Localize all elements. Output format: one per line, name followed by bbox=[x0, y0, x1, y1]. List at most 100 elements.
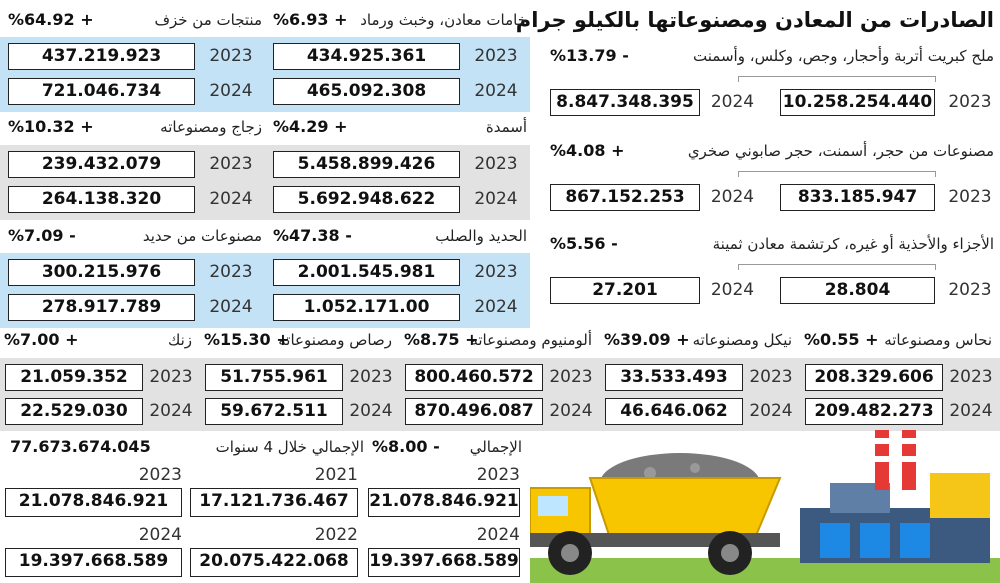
value-box: 27.201 bbox=[550, 277, 700, 304]
year: 2024 bbox=[209, 297, 253, 317]
change: %13.79 - bbox=[550, 46, 629, 65]
label: الإجمالي bbox=[469, 438, 522, 456]
label: الحديد والصلب bbox=[435, 227, 527, 245]
value-box: 22.529.030 bbox=[5, 398, 143, 425]
label: ملح كبريت أتربة وأحجار، وجص، وكلس، وأسمن… bbox=[693, 47, 994, 65]
total-value: 77.673.674.045 bbox=[10, 437, 151, 456]
change: %10.32 + bbox=[8, 117, 94, 136]
label: رصاص ومصنوعاته bbox=[278, 331, 392, 349]
label: زجاج ومصنوعاته bbox=[160, 118, 262, 136]
year: 2023 bbox=[948, 92, 992, 112]
change: %39.09 + bbox=[604, 330, 690, 349]
year: 2024 bbox=[474, 81, 518, 101]
change: %7.00 + bbox=[4, 330, 79, 349]
year: 2021 bbox=[314, 465, 358, 485]
year: 2024 bbox=[149, 401, 193, 421]
value-box: 51.755.961 bbox=[205, 364, 343, 391]
change: %4.08 + bbox=[550, 141, 625, 160]
value-box: 10.258.254.440 bbox=[780, 89, 935, 116]
value-box: 21.078.846.921 bbox=[368, 488, 520, 517]
value-box: 721.046.734 bbox=[8, 78, 195, 105]
value-box: 20.075.422.068 bbox=[190, 548, 358, 577]
value-box: 28.804 bbox=[780, 277, 935, 304]
year: 2024 bbox=[476, 525, 520, 545]
bracket bbox=[738, 76, 936, 82]
year: 2023 bbox=[474, 262, 518, 282]
value-box: 19.397.668.589 bbox=[368, 548, 520, 577]
year: 2023 bbox=[949, 367, 993, 387]
label: مصنوعات من حديد bbox=[142, 227, 262, 245]
value-box: 2.001.545.981 bbox=[273, 259, 460, 286]
value-box: 8.847.348.395 bbox=[550, 89, 700, 116]
value-box: 1.052.171.00 bbox=[273, 294, 460, 321]
year: 2024 bbox=[209, 189, 253, 209]
label: زنك bbox=[167, 331, 192, 349]
year: 2024 bbox=[474, 189, 518, 209]
label: مصنوعات من حجر، أسمنت، حجر صابوني صخري bbox=[687, 142, 994, 160]
label: نيكل ومصنوعاته bbox=[692, 331, 792, 349]
label: الأجزاء والأحذية أو غيره، كرتشمة معادن ث… bbox=[712, 235, 994, 253]
value-box: 278.917.789 bbox=[8, 294, 195, 321]
change: %15.30 + bbox=[204, 330, 290, 349]
year: 2023 bbox=[476, 465, 520, 485]
value-box: 19.397.668.589 bbox=[5, 548, 182, 577]
change: %6.93 + bbox=[273, 10, 348, 29]
year: 2023 bbox=[549, 367, 593, 387]
label: منتجات من خزف bbox=[154, 11, 262, 29]
label: أسمدة bbox=[485, 118, 527, 136]
value-box: 800.460.572 bbox=[405, 364, 543, 391]
change: %8.75 + bbox=[404, 330, 479, 349]
year: 2024 bbox=[549, 401, 593, 421]
year: 2024 bbox=[710, 187, 755, 207]
value-box: 21.059.352 bbox=[5, 364, 143, 391]
value-box: 208.329.606 bbox=[805, 364, 943, 391]
label: نحاس ومصنوعاته bbox=[884, 331, 992, 349]
value-box: 209.482.273 bbox=[805, 398, 943, 425]
year: 2024 bbox=[474, 297, 518, 317]
bracket bbox=[738, 171, 936, 177]
year: 2023 bbox=[948, 187, 992, 207]
year: 2023 bbox=[149, 367, 193, 387]
year: 2024 bbox=[949, 401, 993, 421]
value-box: 465.092.308 bbox=[273, 78, 460, 105]
value-box: 867.152.253 bbox=[550, 184, 700, 211]
value-box: 300.215.976 bbox=[8, 259, 195, 286]
value-box: 870.496.087 bbox=[405, 398, 543, 425]
change: %0.55 + bbox=[804, 330, 879, 349]
year: 2023 bbox=[349, 367, 393, 387]
year: 2023 bbox=[209, 262, 253, 282]
year: 2022 bbox=[314, 525, 358, 545]
year: 2024 bbox=[710, 280, 755, 300]
value-box: 437.219.923 bbox=[8, 43, 195, 70]
year: 2023 bbox=[948, 280, 992, 300]
value-box: 239.432.079 bbox=[8, 151, 195, 178]
year: 2023 bbox=[474, 154, 518, 174]
title: الصادرات من المعادن ومصنوعاتها بالكيلو ج… bbox=[515, 8, 994, 32]
year: 2024 bbox=[209, 81, 253, 101]
change: %4.29 + bbox=[273, 117, 348, 136]
value-box: 264.138.320 bbox=[8, 186, 195, 213]
change: %8.00 - bbox=[372, 437, 440, 456]
label: الإجمالي خلال 4 سنوات bbox=[215, 438, 364, 456]
change: %47.38 - bbox=[273, 226, 352, 245]
value-box: 59.672.511 bbox=[205, 398, 343, 425]
year: 2024 bbox=[749, 401, 793, 421]
change: %64.92 + bbox=[8, 10, 94, 29]
year: 2023 bbox=[138, 465, 182, 485]
value-box: 33.533.493 bbox=[605, 364, 743, 391]
year: 2024 bbox=[138, 525, 182, 545]
year: 2023 bbox=[474, 46, 518, 66]
year: 2024 bbox=[710, 92, 755, 112]
year: 2023 bbox=[209, 154, 253, 174]
value-box: 5.458.899.426 bbox=[273, 151, 460, 178]
year: 2024 bbox=[349, 401, 393, 421]
change: %7.09 - bbox=[8, 226, 76, 245]
value-box: 434.925.361 bbox=[273, 43, 460, 70]
value-box: 5.692.948.622 bbox=[273, 186, 460, 213]
bracket bbox=[738, 264, 936, 270]
label: خامات معادن، وخبث ورماد bbox=[360, 11, 527, 29]
value-box: 17.121.736.467 bbox=[190, 488, 358, 517]
value-box: 833.185.947 bbox=[780, 184, 935, 211]
illustration bbox=[530, 430, 1000, 583]
